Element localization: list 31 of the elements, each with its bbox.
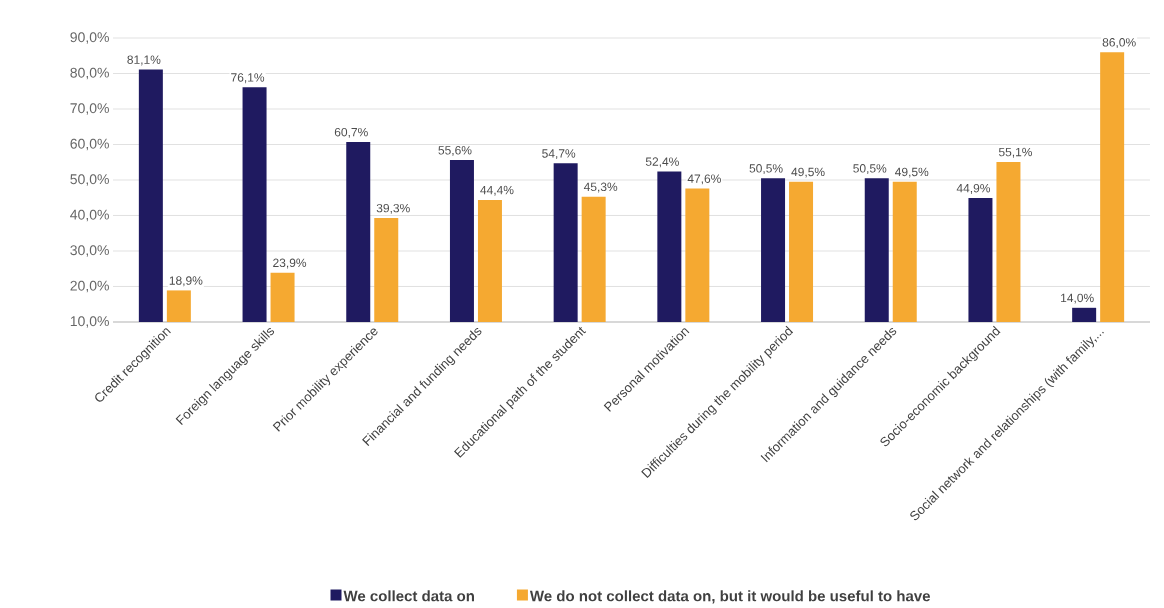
data-label: 44,9% [956, 184, 991, 194]
legend-label: We do not collect data on, but it would be useful to have [529, 590, 930, 604]
data-label: 39,3% [376, 203, 410, 214]
data-label: 55,1% [998, 147, 1033, 158]
data-label: 44,4% [480, 185, 514, 196]
y-tick-label: 40,0% [70, 209, 109, 222]
data-label: 49,5% [791, 167, 825, 178]
y-tick-label: 10,0% [70, 316, 109, 328]
data-label: 86,0% [1102, 38, 1136, 48]
y-tick-label: 60,0% [70, 138, 109, 151]
data-label: 81,1% [127, 55, 161, 66]
data-label: 55,6% [438, 146, 472, 156]
data-label: 23,9% [273, 258, 307, 269]
data-label: 76,1% [231, 73, 265, 84]
legend-label: We collect data on [343, 590, 474, 602]
data-label: 47,6% [687, 174, 721, 185]
data-label: 49,5% [895, 167, 929, 178]
data-label: 52,4% [645, 157, 679, 168]
data-label: 50,5% [749, 164, 783, 175]
y-tick-label: 80,0% [70, 67, 109, 80]
y-tick-label: 20,0% [70, 280, 109, 293]
data-label: 18,9% [169, 276, 203, 287]
data-label: 54,7% [542, 149, 576, 160]
y-tick-label: 30,0% [70, 245, 109, 257]
data-label: 50,5% [853, 164, 887, 175]
y-tick-label: 50,0% [70, 174, 109, 186]
data-label: 60,7% [334, 127, 368, 138]
y-tick-label: 70,0% [70, 103, 109, 115]
data-label: 45,3% [583, 182, 618, 193]
y-tick-label: 90,0% [70, 32, 109, 44]
data-label: 14,0% [1061, 293, 1094, 304]
